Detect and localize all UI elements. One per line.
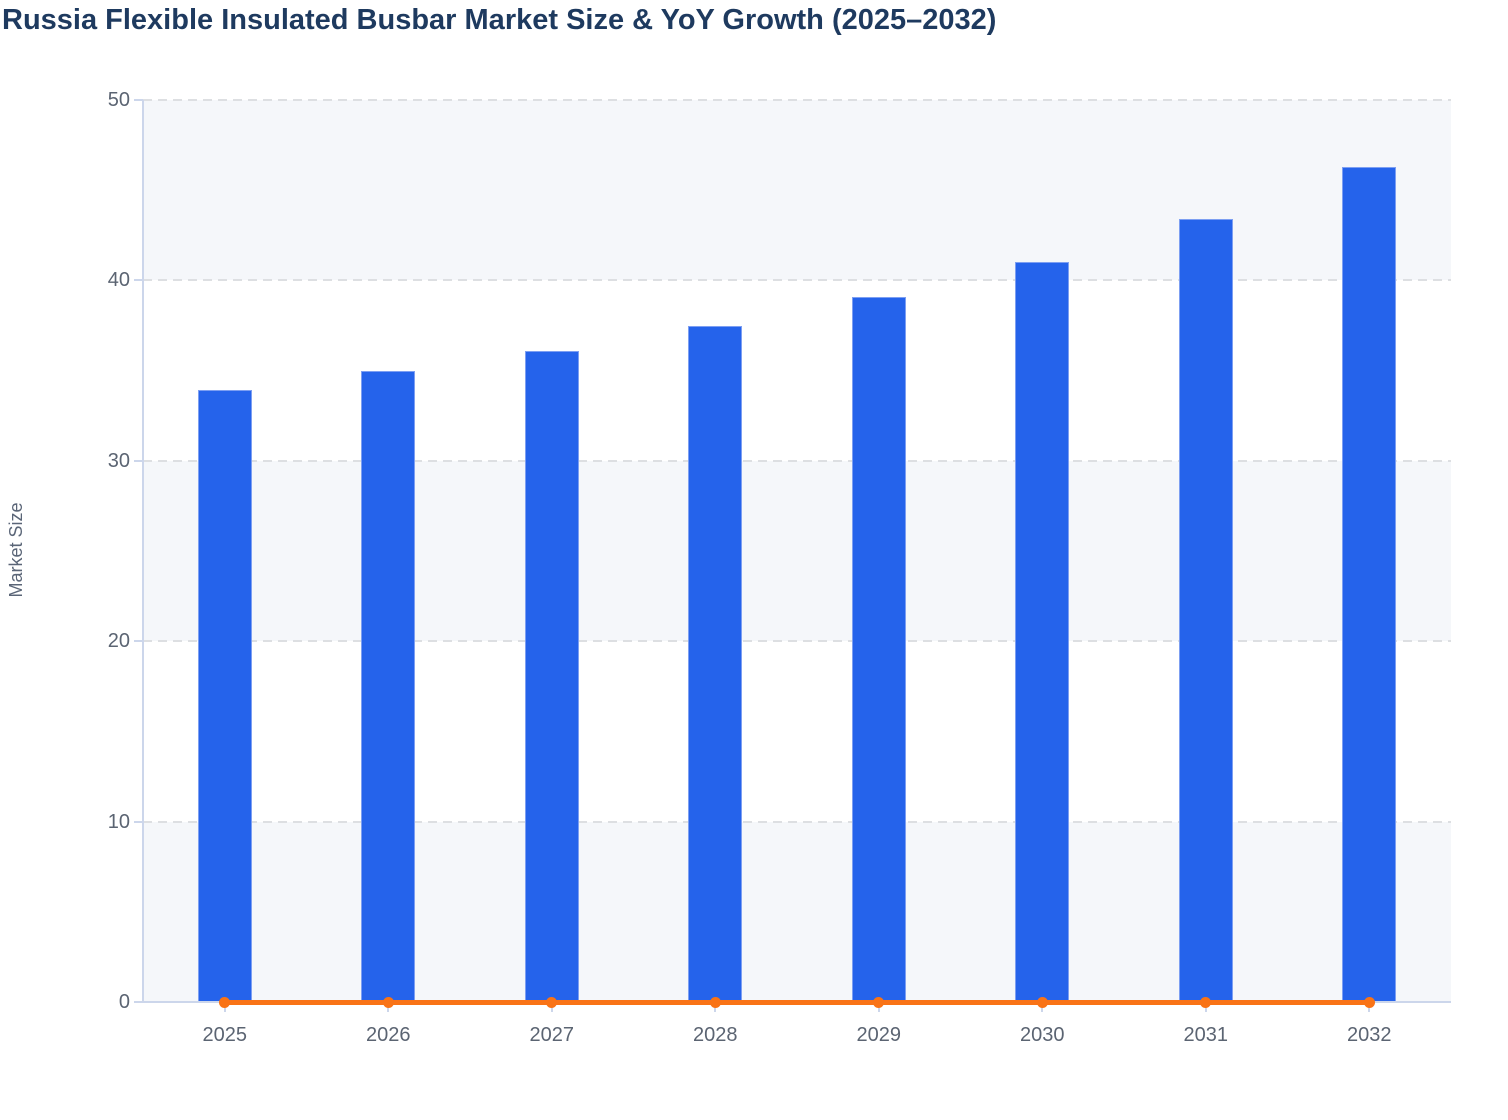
bar-2030[interactable] — [1015, 262, 1070, 1002]
gridline-y-50 — [143, 99, 1451, 101]
yoy-point-2027[interactable] — [546, 997, 558, 1008]
bar-2027[interactable] — [524, 350, 579, 1002]
gridline-y-30 — [143, 459, 1451, 462]
bar-2028[interactable] — [688, 325, 743, 1002]
y-tick-label-20: 20 — [107, 630, 130, 653]
bar-2025[interactable] — [197, 390, 252, 1002]
bar-2031[interactable] — [1178, 219, 1233, 1002]
y-tick-10 — [134, 820, 143, 823]
plot-band-40-50 — [143, 100, 1451, 281]
y-axis-title: Market Size — [6, 502, 26, 598]
gridline-y-20 — [143, 640, 1451, 643]
bar-2026[interactable] — [361, 370, 416, 1002]
yoy-point-2030[interactable] — [1036, 997, 1048, 1008]
x-tick-label-2028: 2028 — [693, 1024, 738, 1046]
y-tick-label-50: 50 — [107, 89, 130, 111]
y-axis-line — [142, 100, 144, 1002]
y-tick-label-0: 0 — [118, 991, 130, 1013]
yoy-point-2028[interactable] — [709, 997, 721, 1008]
y-tick-label-30: 30 — [107, 449, 130, 472]
yoy-point-2025[interactable] — [219, 997, 231, 1008]
yoy-point-2031[interactable] — [1200, 997, 1212, 1008]
y-tick-30 — [134, 459, 143, 462]
chart-title: Russia Flexible Insulated Busbar Market … — [2, 4, 997, 36]
yoy-point-2026[interactable] — [382, 997, 394, 1008]
gridline-y-10 — [143, 820, 1451, 823]
yoy-point-2032[interactable] — [1363, 997, 1375, 1008]
bar-2032[interactable] — [1342, 166, 1397, 1002]
yoy-growth-line[interactable] — [224, 1000, 1370, 1005]
y-tick-label-10: 10 — [107, 810, 130, 833]
y-tick-50 — [134, 99, 143, 101]
x-tick-label-2027: 2027 — [529, 1024, 575, 1046]
gridline-y-40 — [143, 279, 1451, 282]
y-tick-40 — [134, 279, 143, 282]
x-tick-label-2031: 2031 — [1183, 1024, 1229, 1046]
y-tick-label-40: 40 — [107, 269, 130, 292]
x-tick-label-2030: 2030 — [1020, 1024, 1065, 1046]
x-tick-label-2029: 2029 — [856, 1024, 902, 1046]
y-tick-20 — [134, 640, 143, 643]
x-tick-label-2025: 2025 — [202, 1024, 248, 1046]
x-tick-label-2026: 2026 — [366, 1024, 411, 1046]
bar-2029[interactable] — [851, 296, 906, 1002]
y-tick-0 — [134, 1001, 143, 1003]
x-tick-label-2032: 2032 — [1347, 1024, 1392, 1046]
plot-area — [143, 99, 1451, 1002]
yoy-point-2029[interactable] — [873, 997, 885, 1008]
plot-band-20-30 — [143, 460, 1451, 642]
plot-band-0-10 — [143, 821, 1451, 1002]
